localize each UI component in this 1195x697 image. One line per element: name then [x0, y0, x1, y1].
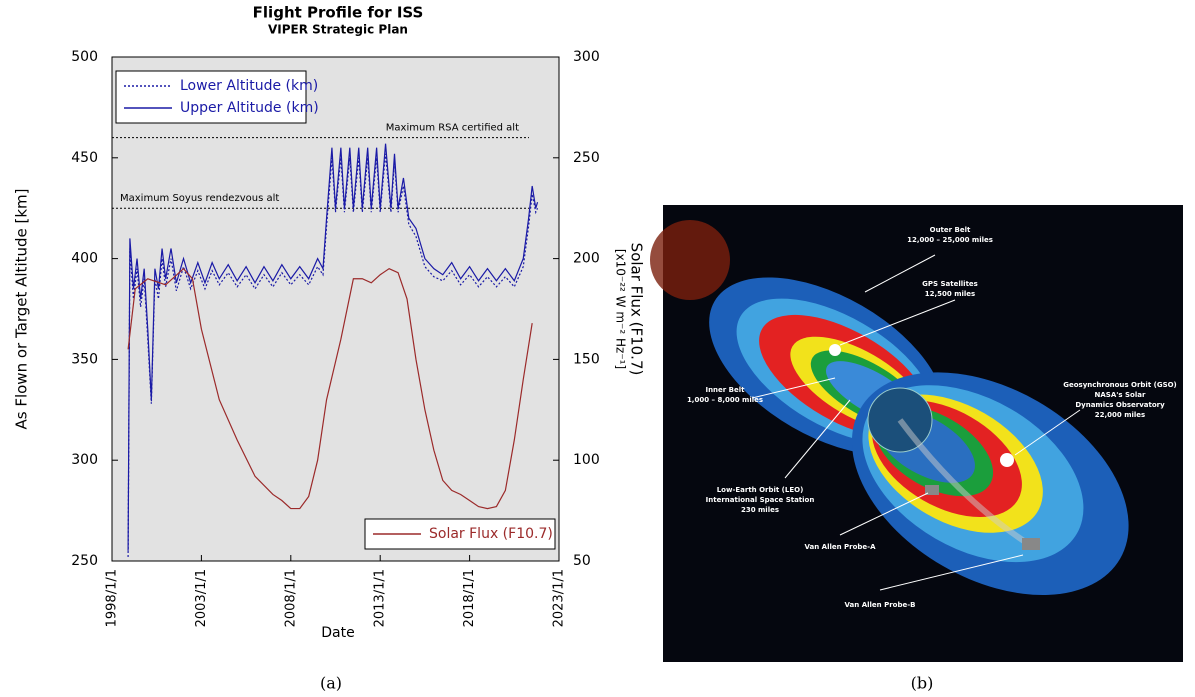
gps-satellite [829, 344, 841, 356]
y2-tick-label: 150 [573, 351, 600, 367]
probe-b [1022, 538, 1040, 550]
plot-area [111, 56, 560, 562]
pointer-arrows [751, 254, 1081, 591]
y2-axis-label: Solar Flux (F10.7) [628, 243, 646, 376]
y-tick-label: 500 [71, 49, 98, 65]
y-tick-label: 250 [71, 553, 98, 569]
chart-title: Flight Profile for ISS [253, 4, 424, 22]
y2-axis-units: [x10⁻²² W m⁻² Hz⁻¹] [614, 249, 628, 369]
sdo-satellite [1000, 453, 1014, 467]
y-tick-label: 300 [71, 452, 98, 468]
x-axis-label: Date [321, 625, 354, 641]
chart-subtitle: VIPER Strategic Plan [268, 23, 408, 37]
illustration-label: Dynamics Observatory [1075, 401, 1165, 409]
y2-tick-label: 200 [573, 251, 600, 267]
y2-tick-label: 100 [573, 452, 600, 468]
illustration-label: Outer Belt [930, 226, 971, 234]
legend-box [115, 70, 307, 124]
x-tick-label: 2023/1/1 [552, 569, 567, 627]
y2-tick-label: 300 [573, 49, 600, 65]
illustration-label: 1,000 – 8,000 miles [687, 396, 763, 404]
y2-tick-label: 250 [573, 150, 600, 166]
illustration-label: Low-Earth Orbit (LEO) [717, 486, 804, 494]
series-line [127, 267, 533, 510]
illustration-label: Geosynchronous Orbit (GSO) [1063, 381, 1177, 389]
illustration-label: 12,000 – 25,000 miles [907, 236, 993, 244]
x-tick-label: 2013/1/1 [373, 569, 388, 627]
illustration-label: 12,500 miles [925, 290, 975, 298]
reference-label: Maximum Soyus rendezvous alt [120, 193, 279, 204]
x-tick-label: 2018/1/1 [462, 569, 477, 627]
illustration-label: 230 miles [741, 506, 779, 514]
illustration-label: NASA's Solar [1095, 391, 1146, 399]
probe-a [925, 485, 939, 495]
y2-tick-label: 50 [573, 553, 591, 569]
probe-orbit [897, 418, 1032, 548]
y-tick-label: 400 [71, 251, 98, 267]
illustration-label: 22,000 miles [1095, 411, 1145, 419]
reference-label: Maximum RSA certified alt [386, 123, 519, 134]
legend-label: Lower Altitude (km) [180, 78, 318, 94]
legend-label: Upper Altitude (km) [180, 100, 319, 116]
y-axis-label: As Flown or Target Altitude [km] [13, 188, 31, 429]
sun-glow [650, 220, 730, 300]
illustration-label: GPS Satellites [922, 280, 978, 288]
illustration-label: Van Allen Probe-B [845, 601, 916, 609]
caption: (a) [320, 674, 342, 693]
y-tick-label: 450 [71, 150, 98, 166]
x-tick-label: 2003/1/1 [194, 569, 209, 627]
legend-label: Solar Flux (F10.7) [429, 526, 553, 542]
caption: (b) [911, 674, 934, 693]
illustration [650, 205, 1183, 662]
illustration-label: Van Allen Probe-A [804, 543, 876, 551]
y-tick-label: 350 [71, 351, 98, 367]
illustration-label: International Space Station [706, 496, 815, 504]
illustration-label: Inner Belt [705, 386, 745, 394]
x-tick-label: 1998/1/1 [105, 569, 120, 627]
x-tick-label: 2008/1/1 [283, 569, 298, 627]
series-line [127, 143, 539, 551]
